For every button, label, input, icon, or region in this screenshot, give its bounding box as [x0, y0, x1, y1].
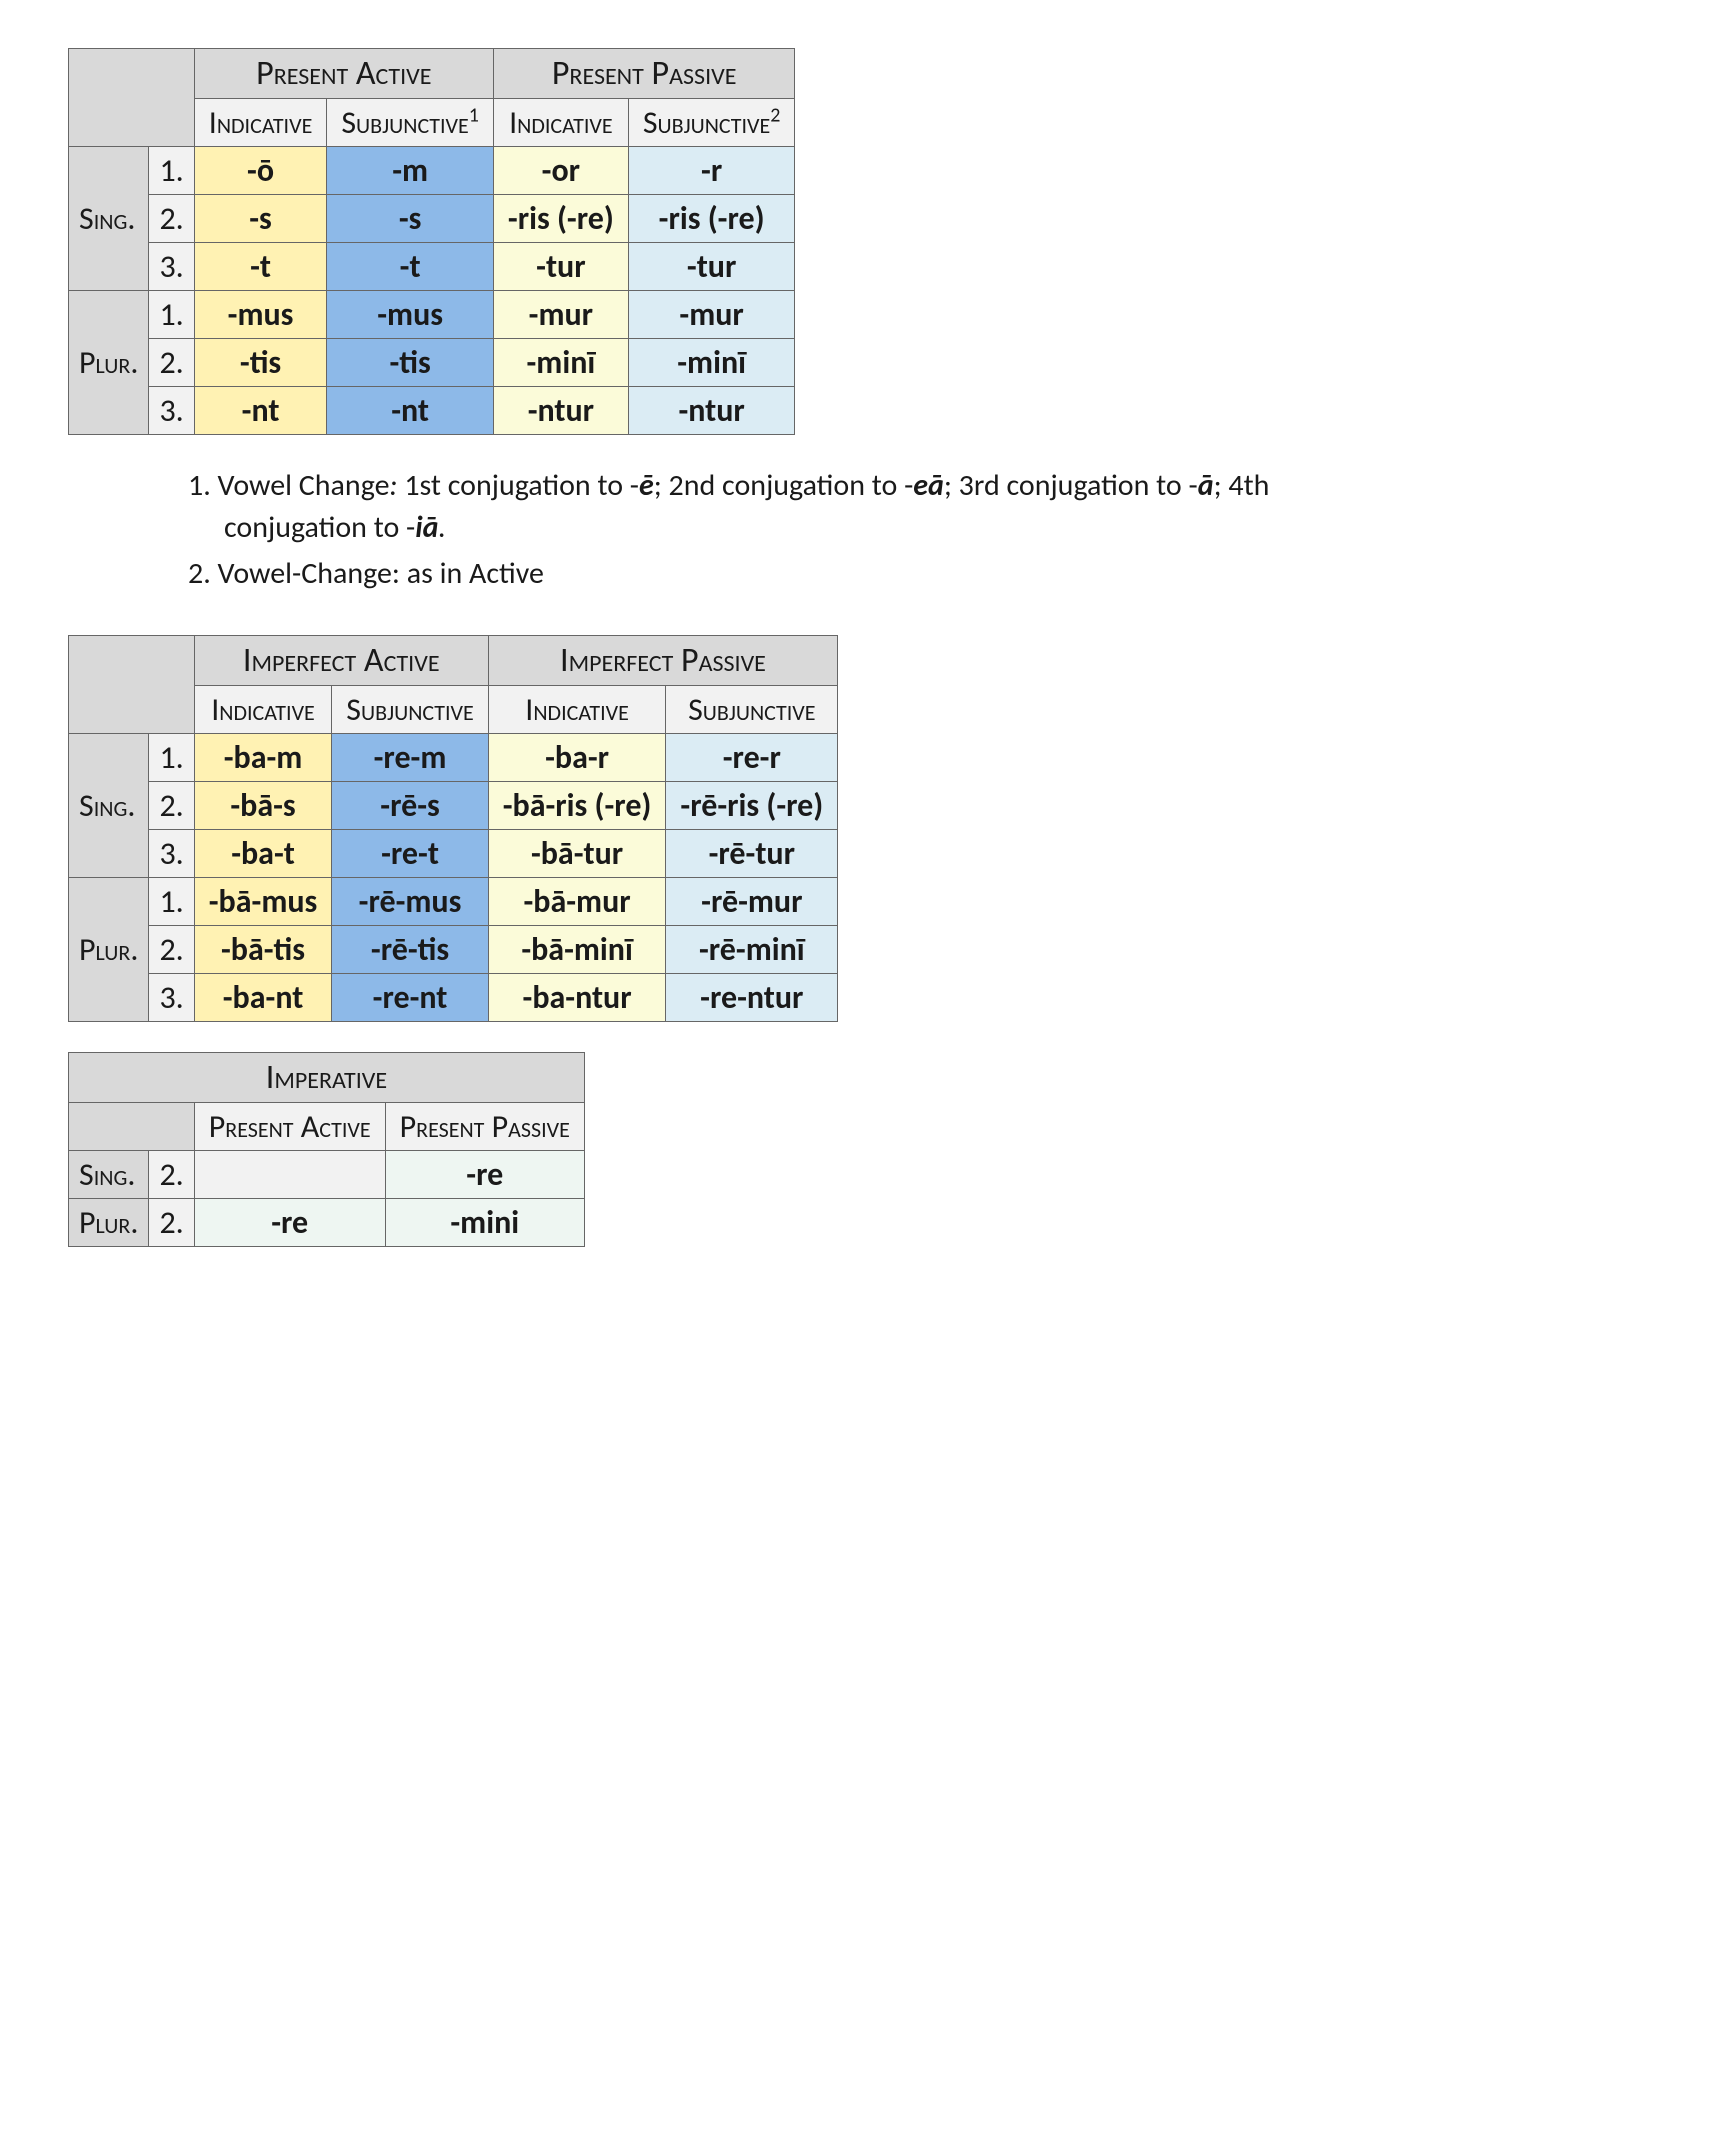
person-1: 1.	[149, 147, 194, 195]
table-cell: -bā-minī	[488, 926, 666, 974]
table-cell: -rē-tis	[332, 926, 488, 974]
table-cell: -bā-mus	[194, 878, 332, 926]
footnote-1: 1. Vowel Change: 1st conjugation to -ē; …	[188, 465, 1388, 549]
footnotes: 1. Vowel Change: 1st conjugation to -ē; …	[188, 465, 1388, 595]
person-1: 1.	[149, 878, 194, 926]
label-singular: Sing.	[69, 734, 149, 878]
table-cell: -mus	[194, 291, 327, 339]
table-cell: -ba-r	[488, 734, 666, 782]
table-cell: -re-t	[332, 830, 488, 878]
subheader-indicative: Indicative	[488, 686, 666, 734]
table-cell: -ba-t	[194, 830, 332, 878]
table-cell: -bā-tis	[194, 926, 332, 974]
person-3: 3.	[149, 974, 194, 1022]
table-cell	[194, 1151, 385, 1199]
table-cell: -or	[493, 147, 628, 195]
person-2: 2.	[149, 195, 194, 243]
table-cell: -t	[194, 243, 327, 291]
table-cell: -re	[194, 1199, 385, 1247]
header-imperfect-active: Imperfect Active	[194, 636, 488, 686]
table-cell: -mus	[327, 291, 494, 339]
table-cell: -re-m	[332, 734, 488, 782]
person-3: 3.	[149, 243, 194, 291]
table-cell: -rē-minī	[666, 926, 838, 974]
person-2: 2.	[149, 926, 194, 974]
subheader-subjunctive: Subjunctive	[666, 686, 838, 734]
table-cell: -re-nt	[332, 974, 488, 1022]
table-cell: -r	[628, 147, 795, 195]
table-cell: -tur	[628, 243, 795, 291]
person-1: 1.	[149, 291, 194, 339]
table-cell: -mur	[628, 291, 795, 339]
table-cell: -mur	[493, 291, 628, 339]
subheader-subjunctive-2: Subjunctive2	[628, 99, 795, 147]
table-cell: -tis	[327, 339, 494, 387]
present-tense-table: Present Active Present Passive Indicativ…	[68, 48, 795, 435]
table-cell: -rē-mur	[666, 878, 838, 926]
person-2: 2.	[149, 1199, 194, 1247]
subheader-indicative: Indicative	[194, 686, 332, 734]
table-cell: -minī	[493, 339, 628, 387]
table-cell: -minī	[628, 339, 795, 387]
header-present-passive: Present Passive	[493, 49, 794, 99]
table-cell: -rē-s	[332, 782, 488, 830]
table-cell: -re-ntur	[666, 974, 838, 1022]
table-cell: -ntur	[493, 387, 628, 435]
table-cell: -bā-s	[194, 782, 332, 830]
table-cell: -rē-tur	[666, 830, 838, 878]
footnote-2: 2. Vowel-Change: as in Active	[188, 553, 1388, 595]
label-singular: Sing.	[69, 1151, 149, 1199]
table-cell: -bā-ris (-re)	[488, 782, 666, 830]
blank-corner	[69, 49, 195, 147]
subheader-indicative: Indicative	[194, 99, 327, 147]
subheader-present-passive: Present Passive	[385, 1103, 584, 1151]
subheader-subjunctive-1: Subjunctive1	[327, 99, 494, 147]
blank-corner	[69, 1103, 195, 1151]
label-plural: Plur.	[69, 878, 149, 1022]
table-cell: -ba-nt	[194, 974, 332, 1022]
table-cell: -m	[327, 147, 494, 195]
label-plural: Plur.	[69, 291, 149, 435]
table-cell: -rē-ris (-re)	[666, 782, 838, 830]
imperative-table: Imperative Present Active Present Passiv…	[68, 1052, 585, 1247]
table-cell: -ō	[194, 147, 327, 195]
subheader-present-active: Present Active	[194, 1103, 385, 1151]
table-cell: -re-r	[666, 734, 838, 782]
table-cell: -ris (-re)	[493, 195, 628, 243]
table-cell: -nt	[327, 387, 494, 435]
table-cell: -re	[385, 1151, 584, 1199]
label-singular: Sing.	[69, 147, 149, 291]
person-3: 3.	[149, 387, 194, 435]
table-cell: -ba-m	[194, 734, 332, 782]
header-present-active: Present Active	[194, 49, 493, 99]
table-cell: -ntur	[628, 387, 795, 435]
table-cell: -rē-mus	[332, 878, 488, 926]
subheader-subjunctive: Subjunctive	[332, 686, 488, 734]
label-plural: Plur.	[69, 1199, 149, 1247]
table-cell: -mini	[385, 1199, 584, 1247]
blank-corner	[69, 636, 195, 734]
table-cell: -s	[194, 195, 327, 243]
person-1: 1.	[149, 734, 194, 782]
table-cell: -bā-mur	[488, 878, 666, 926]
table-cell: -ba-ntur	[488, 974, 666, 1022]
header-imperative: Imperative	[69, 1053, 585, 1103]
table-cell: -ris (-re)	[628, 195, 795, 243]
imperfect-tense-table: Imperfect Active Imperfect Passive Indic…	[68, 635, 838, 1022]
table-cell: -tis	[194, 339, 327, 387]
table-cell: -t	[327, 243, 494, 291]
person-2: 2.	[149, 339, 194, 387]
table-cell: -nt	[194, 387, 327, 435]
table-cell: -bā-tur	[488, 830, 666, 878]
subheader-indicative-2: Indicative	[493, 99, 628, 147]
person-2: 2.	[149, 782, 194, 830]
header-imperfect-passive: Imperfect Passive	[488, 636, 837, 686]
person-3: 3.	[149, 830, 194, 878]
table-cell: -tur	[493, 243, 628, 291]
table-cell: -s	[327, 195, 494, 243]
person-2: 2.	[149, 1151, 194, 1199]
